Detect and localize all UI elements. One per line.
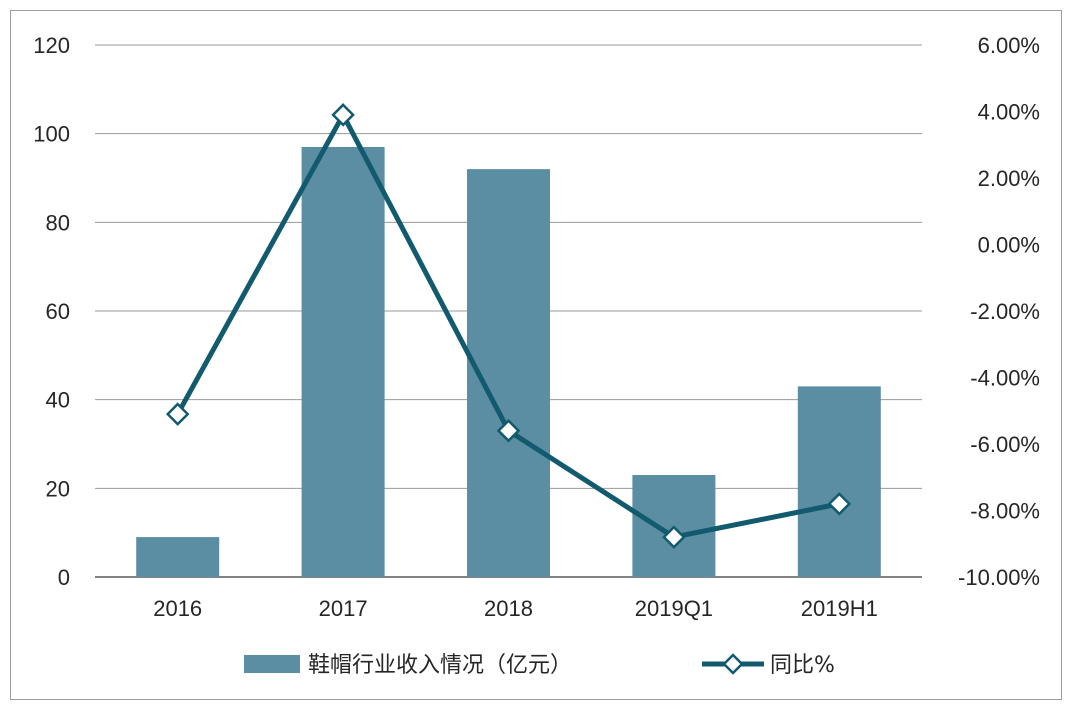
bar-series xyxy=(136,146,881,577)
bar xyxy=(301,146,385,577)
line-point xyxy=(331,103,355,127)
x-tick-label: 2018 xyxy=(484,596,533,621)
left-y-tick-label: 40 xyxy=(46,388,70,413)
legend-line-label: 同比% xyxy=(770,653,835,678)
bar xyxy=(797,386,881,577)
left-y-axis: 0 20 40 60 80 100 120 xyxy=(33,33,70,590)
line-point xyxy=(662,525,686,549)
x-axis: 2016 2017 2018 2019Q1 2019H1 xyxy=(153,596,878,621)
right-y-tick-label: -4.00% xyxy=(970,366,1040,391)
right-y-tick-label: 0.00% xyxy=(978,233,1040,258)
legend-bar-label: 鞋帽行业收入情况（亿元） xyxy=(308,653,572,678)
legend-line-marker xyxy=(722,653,744,675)
legend-bar-swatch xyxy=(244,655,300,673)
left-y-tick-label: 0 xyxy=(58,565,70,590)
line-point xyxy=(827,492,852,516)
x-tick-label: 2019Q1 xyxy=(635,596,713,621)
right-y-tick-label: -8.00% xyxy=(970,499,1040,524)
x-tick-label: 2016 xyxy=(153,596,202,621)
legend: 鞋帽行业收入情况（亿元） 同比% xyxy=(244,653,835,678)
bar xyxy=(136,537,220,577)
right-y-tick-label: -6.00% xyxy=(970,432,1040,457)
left-y-tick-label: 20 xyxy=(46,476,70,501)
x-tick-label: 2017 xyxy=(319,596,368,621)
right-y-tick-label: -10.00% xyxy=(958,565,1040,590)
right-y-tick-label: 6.00% xyxy=(978,33,1040,58)
left-y-tick-label: 100 xyxy=(33,122,70,147)
left-y-tick-label: 80 xyxy=(46,210,70,235)
line-point xyxy=(496,418,521,443)
line-series xyxy=(165,103,852,549)
right-y-tick-label: 2.00% xyxy=(978,166,1040,191)
right-y-axis: -10.00% -8.00% -6.00% -4.00% -2.00% 0.00% 2.00… xyxy=(958,33,1040,590)
left-y-tick-label: 120 xyxy=(33,33,70,58)
left-y-tick-label: 60 xyxy=(46,299,70,324)
right-y-tick-label: 4.00% xyxy=(978,100,1040,125)
line-point xyxy=(165,402,190,426)
right-y-tick-label: -2.00% xyxy=(970,299,1040,324)
x-tick-label: 2019H1 xyxy=(801,596,878,621)
